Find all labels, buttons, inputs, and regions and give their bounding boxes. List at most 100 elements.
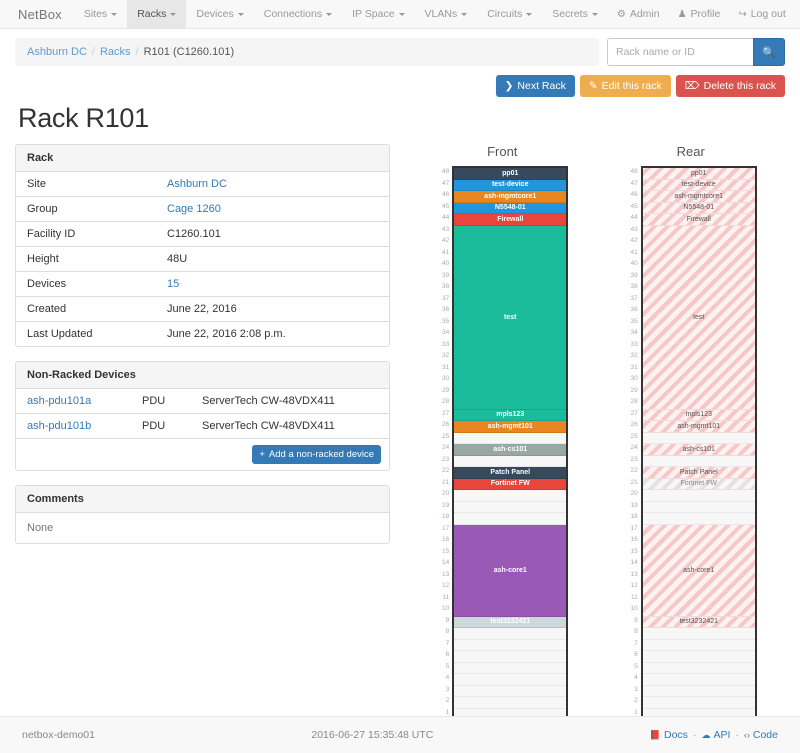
rack-unit-empty[interactable] bbox=[454, 432, 567, 444]
brand-logo[interactable]: NetBox bbox=[18, 6, 62, 22]
edit-this-rack-button[interactable]: ✎ Edit this rack bbox=[579, 75, 671, 97]
breadcrumb-site[interactable]: Ashburn DC bbox=[27, 46, 87, 58]
device-link[interactable]: ash-pdu101b bbox=[27, 420, 92, 432]
nav-item-label: Connections bbox=[263, 8, 323, 20]
rack-unit-empty[interactable] bbox=[642, 697, 755, 709]
rack-unit-empty[interactable] bbox=[642, 662, 755, 674]
nav-item-circuits[interactable]: Circuits bbox=[477, 0, 542, 28]
rack-device[interactable]: test3232421 bbox=[454, 616, 567, 628]
rack-unit-label: 35 bbox=[442, 317, 450, 325]
footer-docs-link[interactable]: 📕 Docs bbox=[650, 729, 688, 741]
rack-info-panel: Rack Site Ashburn DC Group Cage 1260 Facilit… bbox=[15, 144, 390, 347]
next-rack-button[interactable]: ❯ Next Rack bbox=[495, 75, 575, 97]
rack-unit-empty[interactable] bbox=[454, 651, 567, 663]
rack-unit-empty[interactable] bbox=[642, 639, 755, 651]
rack-info-link[interactable]: Ashburn DC bbox=[167, 178, 227, 190]
rack-unit-empty[interactable] bbox=[642, 455, 755, 467]
rack-device[interactable]: test bbox=[642, 225, 755, 410]
rack-unit-empty[interactable] bbox=[642, 501, 755, 513]
rack-device[interactable]: pp01 bbox=[642, 168, 755, 180]
rack-device-label: ash-mgmt101 bbox=[677, 422, 721, 430]
nav-item-racks[interactable]: Racks bbox=[127, 0, 187, 28]
rack-device[interactable]: test-device bbox=[642, 179, 755, 191]
rack-unit-empty[interactable] bbox=[454, 455, 567, 467]
rack-unit-empty[interactable] bbox=[642, 628, 755, 640]
rack-device[interactable]: N5548-01 bbox=[454, 202, 567, 214]
rack-unit-empty[interactable] bbox=[454, 639, 567, 651]
footer-link-label: Code bbox=[752, 729, 778, 741]
rack-device[interactable]: mpls123 bbox=[454, 409, 567, 421]
rack-device[interactable]: test3232421 bbox=[642, 616, 755, 628]
nav-log-out-link[interactable]: ↪ Log out bbox=[729, 0, 794, 28]
rack-unit-empty[interactable] bbox=[642, 651, 755, 663]
rack-device[interactable]: ash-core1 bbox=[454, 524, 567, 617]
rack-info-value[interactable]: 15 bbox=[156, 271, 389, 297]
rack-device[interactable]: ash-mgmt101 bbox=[642, 421, 755, 433]
rack-info-value[interactable]: Ashburn DC bbox=[156, 172, 389, 197]
rack-info-row: Last Updated June 22, 2016 2:08 p.m. bbox=[16, 321, 389, 346]
rack-info-value: June 22, 2016 2:08 p.m. bbox=[156, 321, 389, 346]
rack-info-value[interactable]: Cage 1260 bbox=[156, 196, 389, 222]
rack-device[interactable]: ash-cs101 bbox=[454, 444, 567, 456]
rack-unit-empty[interactable] bbox=[454, 490, 567, 502]
rack-info-link[interactable]: 15 bbox=[167, 278, 180, 290]
rack-device[interactable]: ash-mgmt101 bbox=[454, 421, 567, 433]
rack-unit-empty[interactable] bbox=[642, 432, 755, 444]
rack-device[interactable]: ash-mgmtcore1 bbox=[642, 191, 755, 203]
rack-device[interactable]: N5548-01 bbox=[642, 202, 755, 214]
rack-rear-body: pp01 test-device ash-mgmtcore1 N5548-01 Fire… bbox=[640, 166, 757, 720]
rack-unit-empty[interactable] bbox=[454, 685, 567, 697]
rack-device[interactable]: ash-cs101 bbox=[642, 444, 755, 456]
nav-item-connections[interactable]: Connections bbox=[254, 0, 342, 28]
rack-unit-empty[interactable] bbox=[454, 697, 567, 709]
rack-unit-empty[interactable] bbox=[642, 513, 755, 525]
rack-info-link[interactable]: Cage 1260 bbox=[167, 203, 221, 215]
comments-heading: Comments bbox=[16, 486, 389, 513]
rack-device[interactable]: Firewall bbox=[454, 214, 567, 226]
rack-device[interactable]: Fortinet FW bbox=[642, 478, 755, 490]
nav-item-ip-space[interactable]: IP Space bbox=[342, 0, 414, 28]
rack-device[interactable]: ash-mgmtcore1 bbox=[454, 191, 567, 203]
rack-unit-empty[interactable] bbox=[642, 490, 755, 502]
rack-device[interactable]: Patch Panel bbox=[454, 467, 567, 479]
rack-unit-empty[interactable] bbox=[642, 685, 755, 697]
device-link[interactable]: ash-pdu101a bbox=[27, 395, 92, 407]
gear-icon: ⚙ bbox=[616, 8, 626, 20]
rack-unit-empty[interactable] bbox=[454, 501, 567, 513]
rack-device-label: N5548-01 bbox=[683, 204, 715, 212]
rack-unit-label: 6 bbox=[634, 651, 638, 658]
rack-device[interactable]: pp01 bbox=[454, 168, 567, 180]
search-button[interactable]: 🔍 bbox=[753, 38, 785, 66]
nav-admin-link[interactable]: ⚙ Admin bbox=[608, 0, 669, 28]
rack-info-row: Devices 15 bbox=[16, 271, 389, 297]
nav-item-vlans[interactable]: VLANs bbox=[415, 0, 478, 28]
search-input[interactable] bbox=[607, 38, 753, 66]
nav-item-devices[interactable]: Devices bbox=[186, 0, 253, 28]
rack-device-label: pp01 bbox=[690, 169, 707, 177]
rack-device[interactable]: Patch Panel bbox=[642, 467, 755, 479]
nav-item-sites[interactable]: Sites bbox=[74, 0, 127, 28]
rack-unit-empty[interactable] bbox=[642, 674, 755, 686]
rack-device[interactable]: Fortinet FW bbox=[454, 478, 567, 490]
device-name-cell[interactable]: ash-pdu101a bbox=[16, 389, 131, 414]
delete-this-rack-button[interactable]: ⌦ Delete this rack bbox=[675, 75, 785, 97]
footer-code-link[interactable]: ‹› Code bbox=[744, 729, 778, 741]
rack-unit-empty[interactable] bbox=[454, 662, 567, 674]
device-name-cell[interactable]: ash-pdu101b bbox=[16, 413, 131, 438]
add-non-racked-device-button[interactable]: + Add a non-racked device bbox=[252, 445, 381, 464]
rack-unit-empty[interactable] bbox=[454, 674, 567, 686]
rack-unit-empty[interactable] bbox=[454, 628, 567, 640]
rack-unit-empty[interactable] bbox=[454, 513, 567, 525]
breadcrumb-racks[interactable]: Racks bbox=[99, 46, 131, 58]
footer-api-link[interactable]: ☁ API bbox=[701, 729, 730, 741]
breadcrumb: Ashburn DC / Racks / R101 (C1260.101) bbox=[15, 38, 599, 66]
rack-device[interactable]: Firewall bbox=[642, 214, 755, 226]
rack-device[interactable]: mpls123 bbox=[642, 409, 755, 421]
rack-unit-label: 13 bbox=[630, 570, 638, 578]
rack-device[interactable]: ash-core1 bbox=[642, 524, 755, 617]
nav-profile-link[interactable]: ♟ Profile bbox=[669, 0, 730, 28]
rack-device[interactable]: test-device bbox=[454, 179, 567, 191]
nav-item-secrets[interactable]: Secrets bbox=[542, 0, 608, 28]
page-footer: netbox-demo01 2016-06-27 15:35:48 UTC 📕 D… bbox=[0, 716, 800, 753]
rack-device[interactable]: test bbox=[454, 225, 567, 410]
